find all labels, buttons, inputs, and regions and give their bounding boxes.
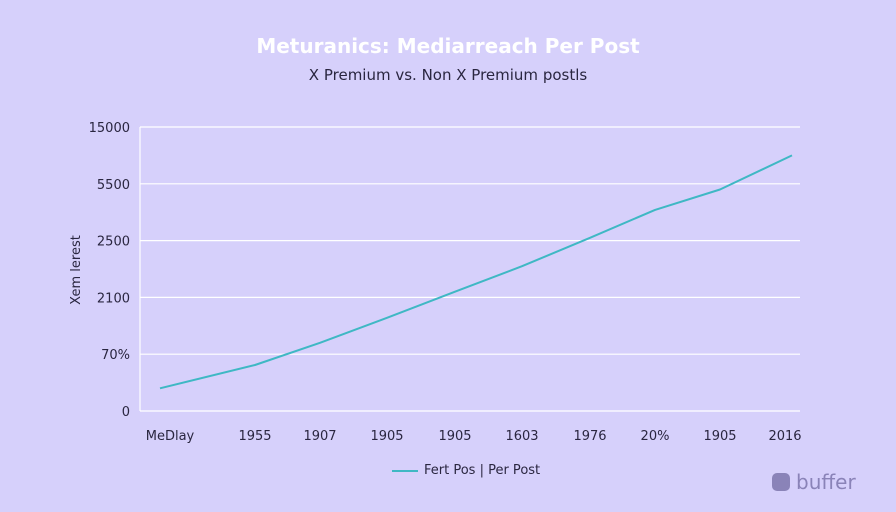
y-tick-label: 2100 [97, 291, 130, 306]
y-tick-label: 70% [101, 348, 130, 363]
series-line [159, 154, 793, 390]
x-tick-label: 1976 [573, 429, 606, 444]
x-tick-label: 1907 [303, 429, 336, 444]
y-axis-label: Xem lerest [69, 235, 84, 305]
x-tick-label: 20% [641, 429, 670, 444]
y-tick-label: 5500 [97, 178, 130, 193]
buffer-logo: buffer [772, 470, 856, 494]
x-tick-label: 1905 [438, 429, 471, 444]
x-tick-label: 1905 [703, 429, 736, 444]
y-tick-label: 2500 [97, 235, 130, 250]
legend-label: Fert Pos | Per Post [424, 463, 541, 478]
chart-title: Meturanics: Mediarreach Per Post [256, 34, 640, 58]
legend: Fert Pos | Per Post [392, 463, 540, 478]
x-tick-label: 1955 [238, 429, 271, 444]
buffer-logo-icon [772, 473, 790, 491]
x-tick-label: MeDlay [146, 429, 195, 444]
y-tick-label: 0 [122, 405, 130, 420]
x-tick-label: 1905 [370, 429, 403, 444]
legend-swatch [392, 469, 418, 472]
x-tick-label: 2016 [768, 429, 801, 444]
y-tick-label: 15000 [89, 121, 130, 136]
logo-text: buffer [796, 470, 856, 494]
x-tick-label: 1603 [505, 429, 538, 444]
chart-subtitle: X Premium vs. Non X Premium postls [308, 66, 588, 84]
